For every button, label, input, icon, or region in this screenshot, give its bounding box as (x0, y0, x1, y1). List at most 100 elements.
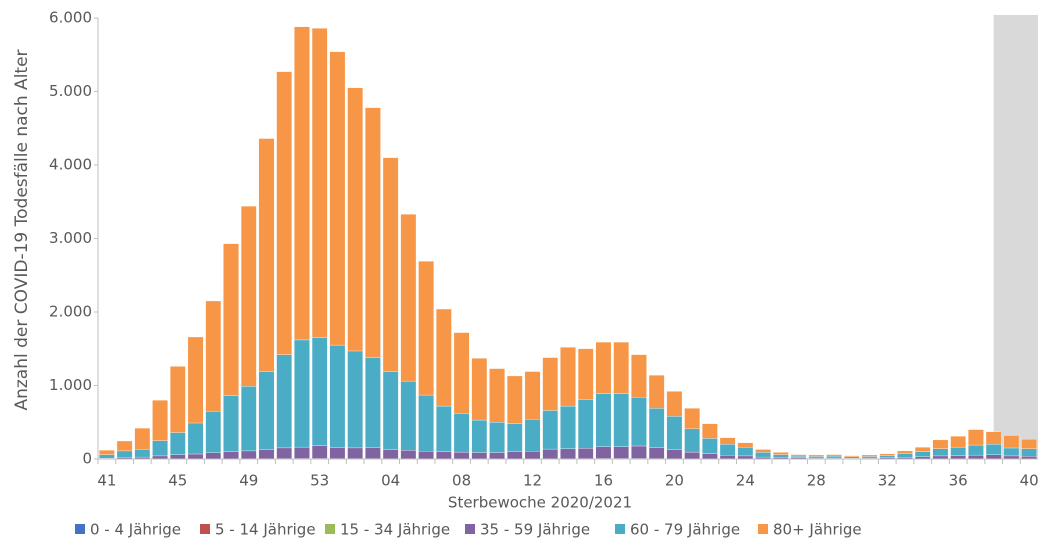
bar-segment (897, 450, 913, 455)
bar-segment (914, 451, 931, 457)
bar-segment (347, 87, 363, 352)
bar-segment (134, 449, 151, 458)
y-tick-label: 1.000 (49, 376, 92, 394)
bar-segment (507, 423, 523, 452)
bar-segment (613, 341, 629, 394)
bar-segment (737, 447, 754, 457)
legend-swatch (325, 524, 335, 534)
x-tick-label: 04 (381, 472, 400, 490)
legend-swatch (465, 524, 475, 534)
bar-segment (755, 452, 771, 458)
x-tick-label: 24 (736, 472, 755, 490)
x-tick-label: 20 (665, 472, 684, 490)
bar-segment (613, 393, 629, 447)
bar-segment (648, 408, 665, 448)
bar-segment (542, 357, 559, 411)
bar-segment (985, 454, 1002, 459)
y-tick-label: 6.000 (49, 9, 92, 27)
legend-label: 35 - 59 Jährige (480, 521, 590, 539)
bar-segment (99, 454, 115, 459)
bar-segment (666, 449, 683, 459)
bar-segment (1021, 456, 1037, 460)
bar-segment (240, 206, 257, 387)
bar-segment (489, 368, 505, 423)
bar-segment (808, 454, 825, 457)
bar-segment (382, 371, 399, 450)
bar-segment (542, 448, 559, 459)
bar-segment (826, 454, 842, 457)
y-tick-label: 5.000 (49, 82, 92, 100)
bar-segment (276, 447, 293, 459)
bar-segment (400, 380, 417, 451)
bar-segment (507, 375, 523, 424)
bar-segment (843, 455, 860, 457)
bar-segment (737, 442, 754, 448)
bar-segment (240, 386, 257, 452)
x-tick-label: 12 (523, 472, 542, 490)
bar-segment (418, 394, 434, 452)
bar-segment (489, 422, 505, 453)
bar-segment (790, 454, 807, 457)
bar-segment (595, 393, 612, 447)
y-tick-label: 0 (82, 450, 92, 468)
bar-segment (294, 26, 310, 341)
bar-segment (258, 449, 275, 459)
bar-segment (577, 448, 594, 459)
bar-segment (1003, 435, 1020, 449)
bar-segment (968, 429, 984, 446)
bar-segment (950, 447, 966, 456)
bar-segment (914, 447, 931, 452)
bar-segment (932, 448, 949, 457)
bar-segment (382, 157, 399, 372)
bar-segment (932, 439, 949, 449)
bar-segment (737, 455, 754, 460)
bar-segment (116, 440, 133, 452)
bar-segment (436, 308, 452, 407)
bar-segment (666, 416, 683, 450)
bar-segment (311, 337, 328, 446)
bar-segment (453, 413, 470, 453)
legend-swatch (75, 524, 85, 534)
x-tick-label: 32 (878, 472, 897, 490)
bar-segment (773, 454, 789, 458)
bar-segment (258, 138, 275, 372)
bar-segment (187, 453, 204, 459)
legend-label: 0 - 4 Jährige (90, 521, 181, 539)
bar-segment (560, 405, 576, 449)
bar-segment (329, 344, 346, 448)
bar-segment (507, 451, 523, 459)
legend-label: 15 - 34 Jährige (340, 521, 450, 539)
bar-segment (400, 214, 417, 382)
bar-segment (790, 455, 807, 458)
x-tick-label: 40 (1020, 472, 1039, 490)
bar-segment (400, 450, 417, 459)
bar-segment (524, 419, 541, 452)
bar-segment (311, 445, 328, 459)
bar-segment (382, 449, 399, 459)
bar-segment (1021, 448, 1037, 457)
bar-segment (365, 357, 381, 448)
y-tick-label: 3.000 (49, 229, 92, 247)
bar-segment (879, 453, 896, 456)
bar-segment (666, 391, 683, 417)
bar-segment (773, 452, 789, 455)
bar-segment (861, 454, 878, 457)
bar-segment (524, 371, 541, 420)
bar-segment (950, 436, 966, 448)
bar-segment (613, 446, 629, 459)
bar-segment (152, 440, 168, 457)
bar-segment (347, 350, 363, 449)
x-tick-label: 53 (310, 472, 329, 490)
bar-segment (471, 358, 488, 421)
bar-segment (152, 400, 168, 441)
bar-segment (631, 354, 647, 398)
legend-label: 60 - 79 Jährige (630, 521, 740, 539)
bar-segment (453, 451, 470, 459)
bar-segment (170, 454, 186, 459)
bar-segment (826, 455, 842, 459)
bar-segment (294, 339, 310, 448)
x-tick-label: 16 (594, 472, 613, 490)
bar-segment (187, 422, 204, 455)
bar-segment (719, 455, 736, 460)
bar-segment (365, 447, 381, 459)
